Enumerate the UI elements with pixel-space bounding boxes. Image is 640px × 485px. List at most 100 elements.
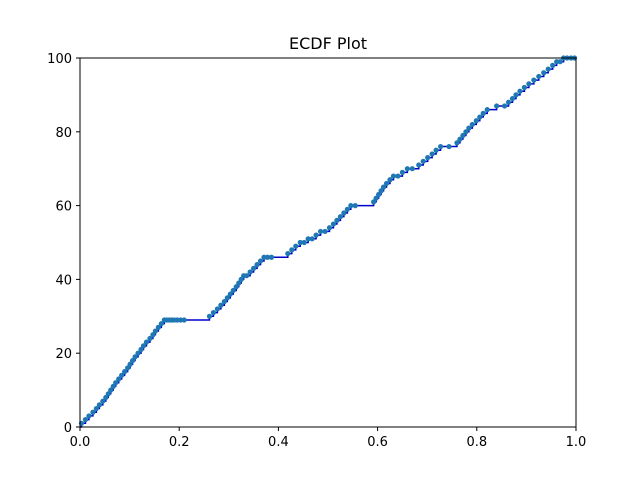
ecdf-point [238, 276, 244, 282]
ecdf-point [480, 110, 486, 116]
ecdf-point [224, 295, 230, 301]
axes-layer: 0.0 0.2 0.4 0.6 0.8 1.0 0 20 40 60 80 100 [47, 52, 586, 450]
ecdf-point [210, 310, 217, 316]
ecdf-point [513, 92, 519, 98]
ecdf-point [317, 228, 324, 235]
ecdf-point [399, 169, 405, 175]
ecdf-point [463, 129, 469, 135]
ecdf-point [326, 225, 333, 231]
ecdf-point [380, 184, 387, 190]
y-tick-label: 80 [55, 126, 72, 141]
ecdf-point [550, 62, 556, 68]
ecdf-point [305, 236, 311, 242]
y-tick-label: 60 [55, 200, 72, 215]
ecdf-point [96, 402, 102, 408]
ecdf-point [536, 73, 542, 80]
y-tick-label: 100 [47, 52, 72, 67]
ecdf-point [409, 166, 415, 172]
ecdf-point [233, 284, 239, 290]
ecdf-point [344, 206, 350, 212]
plot-area [78, 55, 578, 428]
ecdf-point [322, 228, 328, 235]
ecdf-point [309, 236, 315, 242]
y-tick-label: 40 [55, 273, 72, 288]
ecdf-point [227, 291, 233, 297]
ecdf-point [460, 132, 466, 139]
y-tick-label: 0 [64, 421, 72, 436]
ecdf-point [125, 365, 131, 371]
ecdf-point [505, 99, 512, 105]
ecdf-point [509, 95, 516, 102]
ecdf-point [116, 376, 122, 382]
ecdf-point [387, 177, 393, 183]
ecdf-point [337, 214, 343, 220]
ecdf-point [348, 203, 354, 209]
ecdf-point [433, 147, 439, 153]
ecdf-point [457, 136, 463, 142]
ecdf-point [297, 239, 303, 246]
ecdf-point [437, 143, 444, 150]
ecdf-point [181, 317, 187, 323]
x-tick-label: 0.8 [466, 435, 487, 450]
ecdf-point [264, 254, 271, 260]
ecdf-point [214, 306, 220, 312]
ecdf-point [371, 199, 377, 205]
ecdf-point [108, 387, 114, 393]
ecdf-point [395, 173, 401, 179]
ecdf-point [122, 369, 128, 375]
x-tick-label: 0.6 [367, 435, 388, 450]
ecdf-point [247, 269, 253, 275]
ecdf-point [404, 166, 410, 172]
ecdf-point [425, 155, 431, 161]
ecdf-point [93, 405, 99, 412]
ecdf-point [268, 254, 275, 260]
ecdf-point [140, 343, 147, 349]
ecdf-point [531, 77, 537, 83]
ecdf-point [90, 409, 96, 415]
x-tick-label: 0.4 [268, 435, 289, 450]
ecdf-point [557, 59, 563, 65]
ecdf-point [454, 140, 460, 146]
ecdf-point [526, 81, 532, 87]
ecdf-point [313, 232, 319, 238]
ecdf-point [257, 258, 264, 264]
ecdf-point [206, 313, 213, 319]
ecdf-point [473, 118, 479, 124]
ecdf-point [82, 417, 89, 423]
ecdf-point [152, 328, 158, 334]
ecdf-point [446, 143, 452, 150]
ecdf-point [135, 350, 141, 356]
ecdf-point [158, 321, 164, 327]
ecdf-point [375, 191, 382, 198]
ecdf-point [218, 302, 224, 308]
ecdf-point [105, 391, 111, 397]
ecdf-point [373, 195, 379, 201]
ecdf-point [110, 383, 116, 390]
ecdf-point [378, 188, 384, 194]
ecdf-point [86, 413, 92, 419]
ecdf-point [501, 103, 508, 109]
x-tick-label: 1.0 [566, 435, 587, 450]
ecdf-point [545, 66, 551, 72]
ecdf-point [138, 346, 144, 353]
ecdf-point [494, 103, 500, 109]
ecdf-point [341, 210, 347, 216]
ecdf-point [230, 287, 236, 294]
ecdf-point [517, 88, 523, 94]
ecdf-point [244, 273, 250, 279]
ecdf-point [330, 221, 337, 227]
ecdf-point [289, 247, 295, 253]
chart-title: ECDF Plot [289, 34, 367, 53]
ecdf-point [466, 125, 472, 131]
ecdf-step-line [80, 57, 576, 428]
ecdf-point [143, 339, 150, 345]
ecdf-point [150, 332, 156, 338]
ecdf-point [285, 250, 291, 257]
ecdf-point [147, 335, 153, 342]
ecdf-point [301, 239, 307, 246]
ecdf-point [254, 262, 260, 268]
ecdf-point [352, 203, 358, 209]
ecdf-point [103, 394, 109, 401]
